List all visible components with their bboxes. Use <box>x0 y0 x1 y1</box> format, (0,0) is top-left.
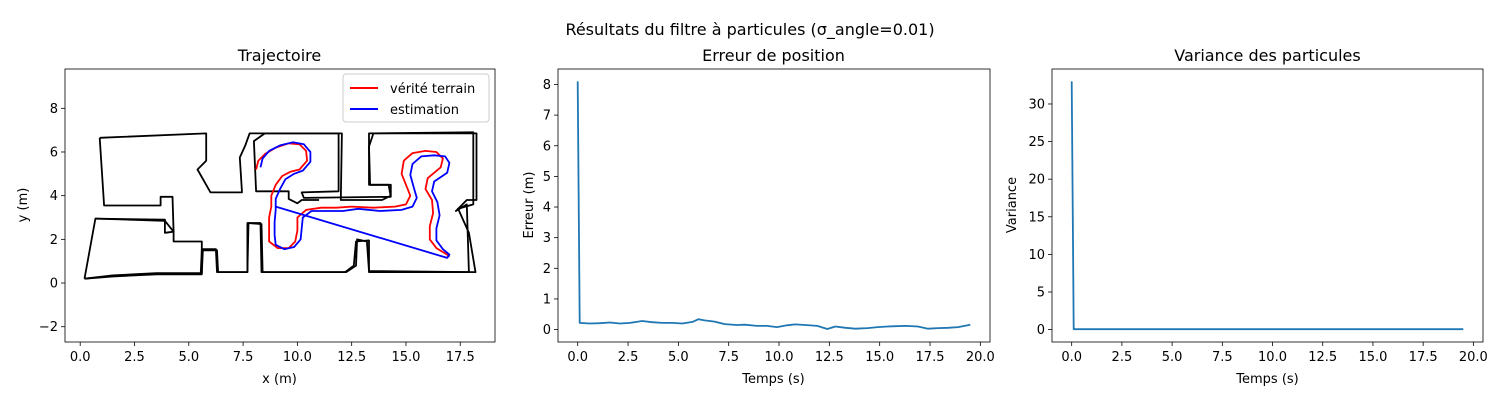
trajectory-ytick-label: 2 <box>50 233 58 248</box>
position-error-plot-area <box>576 81 971 330</box>
position-error-xtick-label: 5.0 <box>668 350 689 365</box>
particle-variance-ylabel: Variance <box>1005 177 1020 233</box>
position-error-ticks: 0.0 2.5 5.0 7.5 10.0 12.5 15.0 17.5 20.0 0 1 2 3 4 5 6 7… <box>543 78 995 365</box>
particle-variance-line-series-0 <box>1070 81 1464 331</box>
trajectory-xtick-label: 2.5 <box>124 350 145 365</box>
particle-variance-xlabel: Temps (s) <box>1235 372 1298 387</box>
trajectory-ylabel: y (m) <box>16 188 31 223</box>
trajectory-ytick-label: 0 <box>50 277 58 292</box>
particle-variance-ytick-label: 0 <box>1037 323 1045 338</box>
particle-variance-title: Variance des particules <box>1174 46 1360 65</box>
trajectory-xtick-label: 5.0 <box>178 350 199 365</box>
particle-variance-xtick-label: 10.0 <box>1258 350 1287 365</box>
trajectory-ytick-label: 8 <box>50 102 58 117</box>
position-error-ytick-label: 3 <box>543 231 551 246</box>
position-error-xtick-label: 15.0 <box>865 350 894 365</box>
figure-suptitle: Résultats du filtre à particules (σ_angl… <box>565 20 934 40</box>
trajectory-frame <box>64 68 496 343</box>
trajectory-line-v-rit-terrain <box>255 142 451 258</box>
particle-variance-ytick-label: 20 <box>1028 173 1045 188</box>
position-error-ytick-label: 2 <box>543 262 551 277</box>
trajectory-legend: vérité terrain estimation <box>342 73 490 123</box>
particle-variance-xtick-label: 0.0 <box>1061 350 1082 365</box>
legend-label-estimation: estimation <box>390 103 459 118</box>
trajectory-title: Trajectoire <box>237 46 321 65</box>
particle-variance-xtick-label: 12.5 <box>1308 350 1337 365</box>
particle-variance-xtick-label: 7.5 <box>1212 350 1233 365</box>
particle-variance-ytick-label: 15 <box>1028 210 1045 225</box>
position-error-xtick-label: 20.0 <box>966 350 995 365</box>
trajectory-ytick-label: −2 <box>39 320 58 335</box>
particle-variance-frame <box>1051 68 1484 343</box>
trajectory-ytick-label: 6 <box>50 145 58 160</box>
particle-variance-ytick-label: 30 <box>1028 97 1045 112</box>
particle-variance-plot-area <box>1070 81 1464 331</box>
particle-variance-xtick-label: 2.5 <box>1112 350 1133 365</box>
map-wall <box>95 137 175 234</box>
particle-variance-xtick-label: 5.0 <box>1162 350 1183 365</box>
legend-box <box>342 73 490 123</box>
trajectory-xtick-label: 12.5 <box>337 350 366 365</box>
trajectory-subplot: Trajectoire x (m) y (m) 0.0 2.5 5.0 7.5 10.0… <box>16 46 496 387</box>
particle-variance-ytick-label: 25 <box>1028 135 1045 150</box>
position-error-ytick-label: 4 <box>543 201 551 216</box>
trajectory-xtick-label: 15.0 <box>391 350 420 365</box>
position-error-xtick-label: 0.0 <box>567 350 588 365</box>
position-error-frame <box>557 68 991 343</box>
trajectory-xtick-label: 17.5 <box>446 350 475 365</box>
particle-variance-xtick-label: 17.5 <box>1409 350 1438 365</box>
position-error-xtick-label: 2.5 <box>618 350 639 365</box>
trajectory-xtick-label: 7.5 <box>233 350 254 365</box>
position-error-title: Erreur de position <box>702 46 845 65</box>
position-error-ytick-label: 7 <box>543 109 551 124</box>
particle-variance-subplot: Variance des particules Temps (s) Varian… <box>1005 46 1488 387</box>
trajectory-xtick-label: 0.0 <box>70 350 91 365</box>
particle-variance-ytick-label: 5 <box>1037 285 1045 300</box>
position-error-subplot: Erreur de position Temps (s) Erreur (m) … <box>522 46 995 387</box>
position-error-xtick-label: 17.5 <box>916 350 945 365</box>
legend-label-ground-truth: vérité terrain <box>390 82 475 97</box>
trajectory-ytick-label: 4 <box>50 189 58 204</box>
trajectory-xlabel: x (m) <box>262 372 297 387</box>
position-error-xtick-label: 12.5 <box>815 350 844 365</box>
map-wall <box>99 131 477 275</box>
trajectory-xtick-label: 10.0 <box>283 350 312 365</box>
trajectory-ticks: 0.0 2.5 5.0 7.5 10.0 12.5 15.0 17.5 −2 0 2 4 6 8 <box>39 102 475 365</box>
position-error-ytick-label: 6 <box>543 139 551 154</box>
particle-variance-ticks: 0.0 2.5 5.0 7.5 10.0 12.5 15.0 17.5 20.0 0 5 10 15 20… <box>1028 97 1487 365</box>
trajectory-line-estimation <box>259 141 451 259</box>
position-error-xlabel: Temps (s) <box>741 372 804 387</box>
position-error-ylabel: Erreur (m) <box>522 172 537 239</box>
position-error-line-series-0 <box>576 81 971 330</box>
particle-variance-xtick-label: 20.0 <box>1459 350 1488 365</box>
position-error-ytick-label: 8 <box>543 78 551 93</box>
particle-variance-ytick-label: 10 <box>1028 248 1045 263</box>
position-error-xtick-label: 10.0 <box>765 350 794 365</box>
position-error-ytick-label: 1 <box>543 292 551 307</box>
map-wall <box>83 217 203 280</box>
position-error-ytick-label: 0 <box>543 323 551 338</box>
trajectory-plot-area <box>83 131 478 280</box>
position-error-xtick-label: 7.5 <box>718 350 739 365</box>
position-error-ytick-label: 5 <box>543 170 551 185</box>
particle-variance-xtick-label: 15.0 <box>1358 350 1387 365</box>
